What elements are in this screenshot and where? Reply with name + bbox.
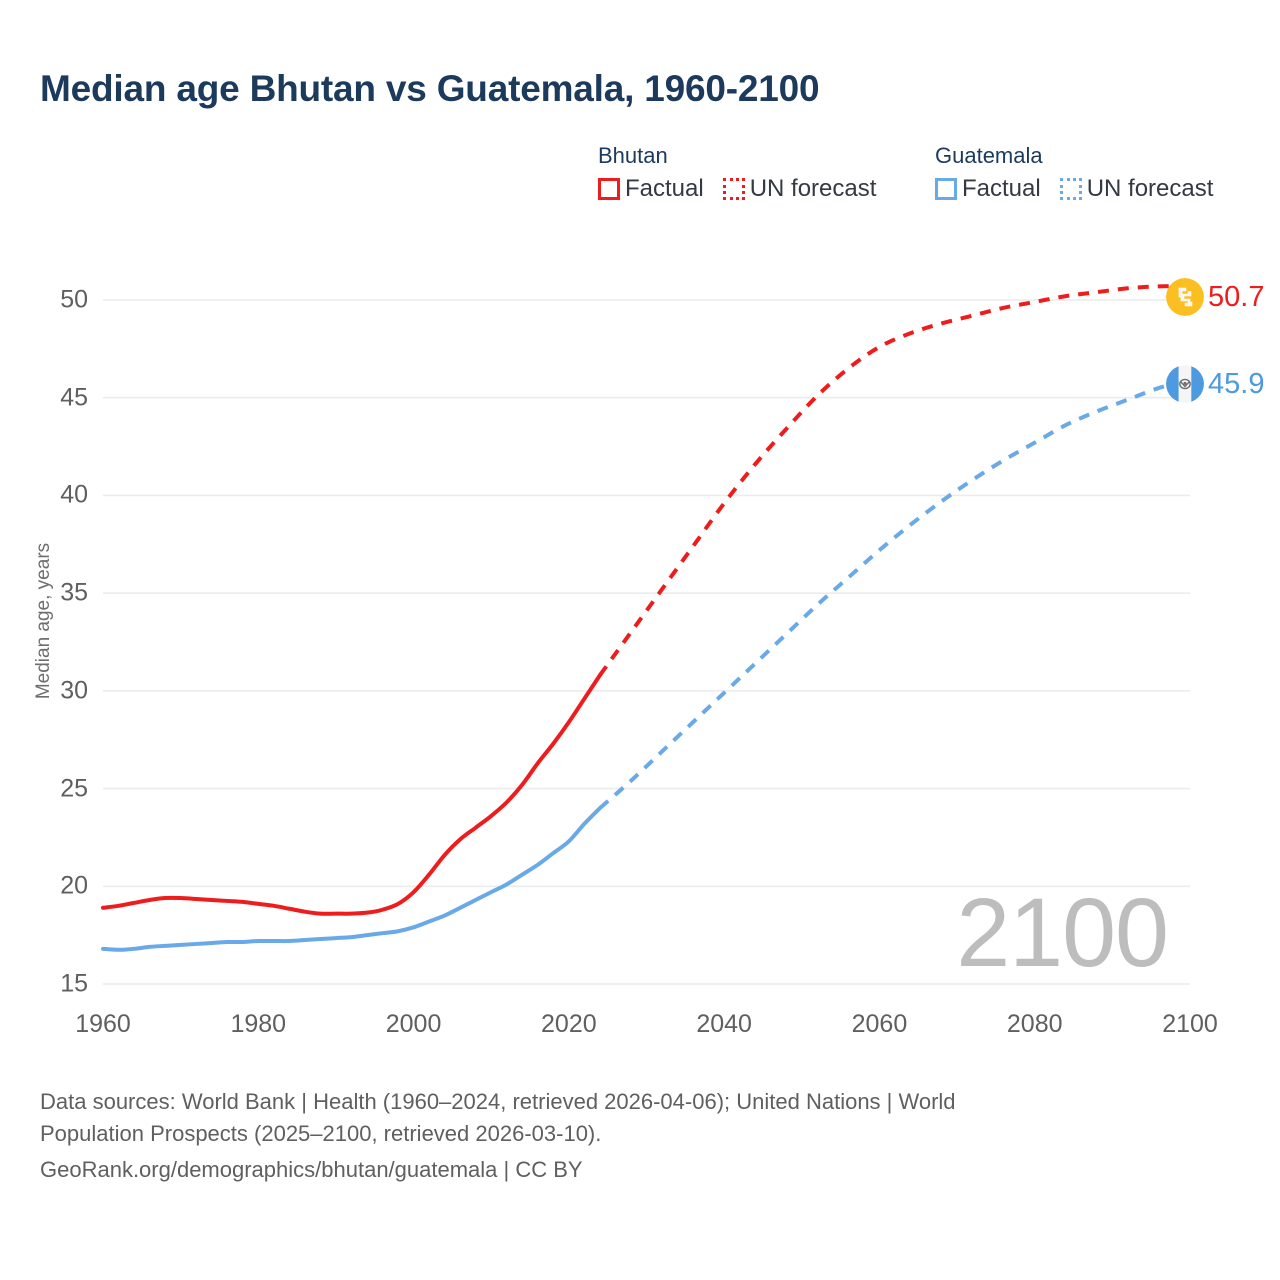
legend-swatch-solid-icon [935,178,957,200]
chart-legend: Bhutan Factual UN forecast Guatemala Fac… [598,143,1258,221]
end-label-value-bhutan: 50.7 [1208,280,1265,313]
legend-label-guatemala-forecast: UN forecast [1086,175,1214,202]
y-axis-ticks: 15 20 25 30 35 40 45 50 [26,0,88,1280]
x-axis-ticks: 1960 1980 2000 2020 2040 2060 2080 2100 [0,1010,1280,1050]
footer-credits: Data sources: World Bank | Health (1960–… [40,1086,1200,1186]
legend-item-bhutan-forecast[interactable]: UN forecast [722,175,877,203]
end-label-bhutan: 50.7 [1166,278,1264,316]
series-line-forecast-guatemala [598,378,1191,810]
legend-group-title-bhutan: Bhutan [598,143,668,168]
y-axis-tick-label: 45 [60,383,88,412]
end-label-value-guatemala: 45.9 [1208,367,1265,400]
y-axis-tick-label: 35 [60,578,88,607]
legend-label-bhutan-factual: Factual [625,175,704,202]
legend-item-guatemala-factual[interactable]: Factual [935,175,1041,203]
end-label-guatemala: 45.9 [1166,365,1264,403]
x-axis-tick-label: 1980 [230,1010,287,1038]
y-axis-tick-label: 20 [60,871,88,900]
legend-label-guatemala-factual: Factual [962,175,1041,202]
guatemala-flag-icon [1166,365,1204,403]
series-line-factual-bhutan [101,673,602,916]
x-axis-tick-label: 2000 [385,1010,442,1038]
y-axis-tick-label: 40 [60,480,88,509]
y-axis-tick-label: 30 [60,676,88,705]
x-axis-tick-label: 1960 [75,1010,131,1038]
legend-group-title-guatemala: Guatemala [935,143,1043,168]
x-axis-tick-label: 2080 [1006,1010,1063,1038]
y-axis-tick-label: 50 [60,285,88,314]
y-axis-tick-label: 25 [60,774,88,803]
legend-item-bhutan-factual[interactable]: Factual [598,175,704,203]
legend-group-guatemala: Guatemala Factual UN forecast [935,143,1213,203]
legend-swatch-solid-icon [598,178,620,200]
legend-item-guatemala-forecast[interactable]: UN forecast [1059,175,1214,203]
x-axis-tick-label: 2020 [541,1010,597,1038]
x-axis-tick-label: 2100 [1162,1010,1218,1038]
year-watermark: 2100 [956,878,1169,987]
series-line-factual-guatemala [101,806,602,952]
series-line-forecast-bhutan [598,284,1191,677]
footer-line-1: Data sources: World Bank | Health (1960–… [40,1089,956,1114]
legend-swatch-dotted-icon [722,178,745,200]
legend-label-bhutan-forecast: UN forecast [749,175,877,202]
footer-line-2: Population Prospects (2025–2100, retriev… [40,1120,602,1146]
x-axis-tick-label: 2060 [851,1010,908,1038]
legend-group-bhutan: Bhutan Factual UN forecast [598,143,876,203]
bhutan-flag-icon [1166,278,1204,316]
footer-line-3[interactable]: GeoRank.org/demographics/bhutan/guatemal… [40,1156,583,1182]
legend-swatch-dotted-icon [1059,178,1082,200]
x-axis-tick-label: 2040 [696,1010,752,1038]
y-axis-tick-label: 15 [60,969,88,998]
page-title: Median age Bhutan vs Guatemala, 1960-210… [40,68,820,109]
